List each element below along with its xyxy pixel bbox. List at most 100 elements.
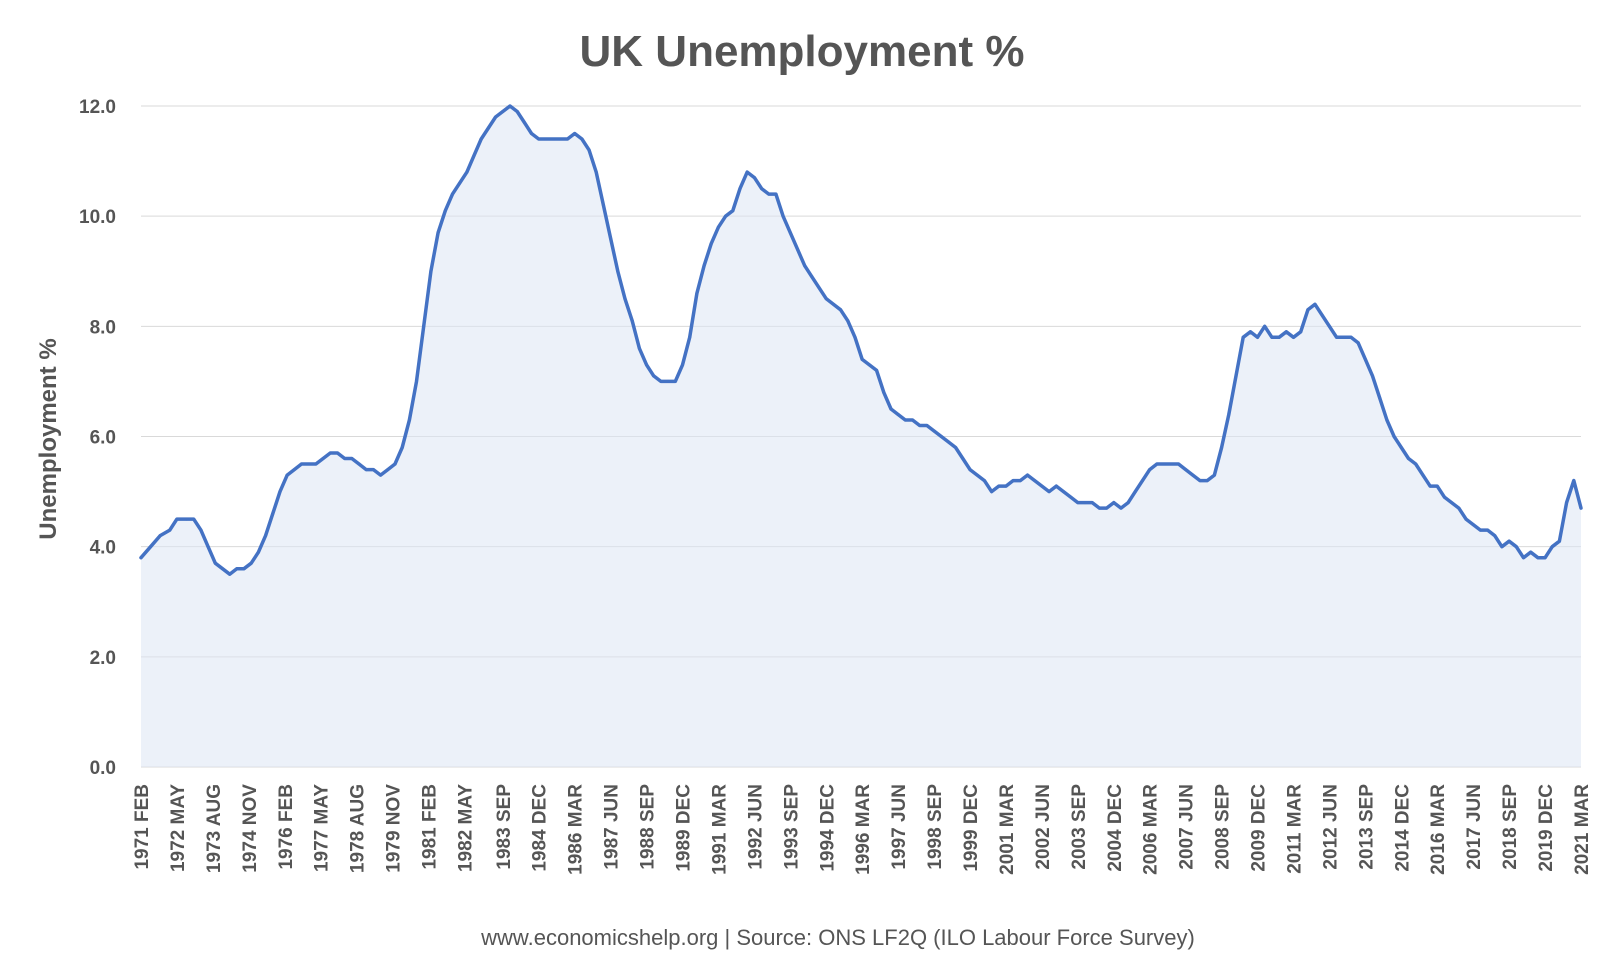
- data-point: [1320, 313, 1324, 317]
- area-fill: [141, 106, 1581, 767]
- y-axis-title: Unemployment %: [35, 338, 62, 539]
- x-tick-label: 1997 JUN: [889, 784, 910, 870]
- data-point: [1184, 468, 1188, 472]
- data-point: [1428, 484, 1432, 488]
- data-point: [249, 561, 253, 565]
- data-point: [350, 457, 354, 460]
- x-tick-label: 2002 JUN: [1033, 784, 1054, 870]
- data-point: [1565, 501, 1569, 505]
- y-tick-label: 4.0: [90, 538, 116, 559]
- y-tick-label: 12.0: [79, 97, 116, 118]
- data-point: [1011, 479, 1015, 483]
- x-tick-label: 1973 AUG: [204, 784, 225, 873]
- x-tick-label: 2003 SEP: [1069, 784, 1090, 870]
- data-point: [875, 368, 879, 372]
- x-tick-label: 2006 MAR: [1141, 784, 1162, 875]
- data-point: [925, 424, 929, 427]
- data-point: [213, 561, 217, 565]
- x-tick-label: 1984 DEC: [530, 784, 551, 872]
- data-point: [494, 115, 498, 119]
- data-point: [1227, 413, 1231, 416]
- data-point: [1486, 528, 1490, 532]
- data-point: [199, 528, 203, 532]
- data-point: [465, 170, 469, 174]
- data-point: [1241, 335, 1245, 339]
- data-point: [407, 418, 411, 422]
- x-tick-label: 1994 DEC: [817, 784, 838, 872]
- x-tick-label: 1989 DEC: [674, 784, 695, 872]
- data-point: [781, 214, 785, 218]
- data-point: [1299, 330, 1303, 334]
- data-point: [530, 132, 533, 135]
- x-tick-label: 2019 DEC: [1536, 784, 1557, 872]
- data-point: [1471, 523, 1475, 527]
- data-point: [1270, 335, 1274, 339]
- data-point: [1579, 506, 1583, 510]
- data-point: [1133, 490, 1137, 494]
- data-point: [1148, 468, 1152, 472]
- data-point: [788, 231, 792, 235]
- data-point: [1234, 374, 1238, 378]
- data-point: [1112, 501, 1116, 505]
- data-point: [429, 269, 433, 273]
- data-point: [386, 468, 390, 472]
- data-point: [192, 517, 196, 521]
- data-point: [1493, 534, 1497, 538]
- data-point: [587, 148, 591, 152]
- data-point: [688, 335, 692, 339]
- data-point: [1306, 308, 1310, 312]
- data-point: [630, 319, 634, 323]
- data-point: [1464, 517, 1468, 521]
- data-point: [314, 462, 318, 466]
- data-point: [307, 462, 311, 466]
- data-point: [1026, 473, 1029, 477]
- data-point: [767, 192, 771, 196]
- x-tick-label: 1988 SEP: [638, 784, 659, 870]
- x-tick-label: 1981 FEB: [420, 784, 441, 870]
- data-point: [954, 446, 958, 449]
- x-tick-label: 2012 JUN: [1320, 784, 1341, 870]
- data-point: [393, 462, 397, 466]
- data-point: [364, 468, 368, 472]
- x-tick-label: 1999 DEC: [961, 784, 982, 872]
- x-tick-label: 2011 MAR: [1285, 784, 1306, 874]
- data-point: [292, 468, 296, 472]
- data-point: [400, 446, 404, 449]
- data-point: [1522, 556, 1525, 560]
- data-point: [810, 275, 814, 279]
- data-point: [1356, 341, 1360, 345]
- data-point: [1069, 495, 1073, 499]
- data-point: [724, 214, 728, 218]
- data-point: [1169, 462, 1173, 466]
- data-point: [285, 473, 289, 477]
- data-point: [867, 363, 871, 367]
- data-point: [1212, 473, 1216, 477]
- data-point: [968, 468, 972, 472]
- data-point: [1284, 330, 1288, 334]
- data-point: [709, 242, 713, 246]
- data-point: [1514, 545, 1518, 549]
- x-tick-label: 2007 JUN: [1177, 784, 1198, 870]
- data-point: [544, 137, 548, 141]
- x-tick-labels: 1971 FEB 1972 MAY 1973 AUG 1974 NOV 1976 FEB…: [132, 784, 1593, 875]
- data-point: [1033, 479, 1037, 483]
- data-point: [235, 567, 239, 571]
- data-point: [673, 379, 677, 383]
- x-tick-label: 1996 MAR: [853, 784, 874, 875]
- data-point: [175, 517, 179, 521]
- data-point: [415, 379, 418, 383]
- data-point: [221, 567, 224, 571]
- data-point: [846, 319, 850, 323]
- x-tick-label: 1992 JUN: [745, 784, 766, 870]
- data-point: [1313, 302, 1317, 306]
- data-point: [695, 291, 699, 295]
- data-point: [486, 126, 490, 130]
- data-point: [1349, 335, 1353, 339]
- data-point: [1500, 545, 1504, 549]
- data-point: [242, 567, 246, 571]
- x-tick-label: 2008 SEP: [1213, 784, 1234, 870]
- x-tick-label: 1976 FEB: [276, 784, 297, 870]
- data-point: [1198, 479, 1202, 483]
- data-point: [1399, 446, 1403, 449]
